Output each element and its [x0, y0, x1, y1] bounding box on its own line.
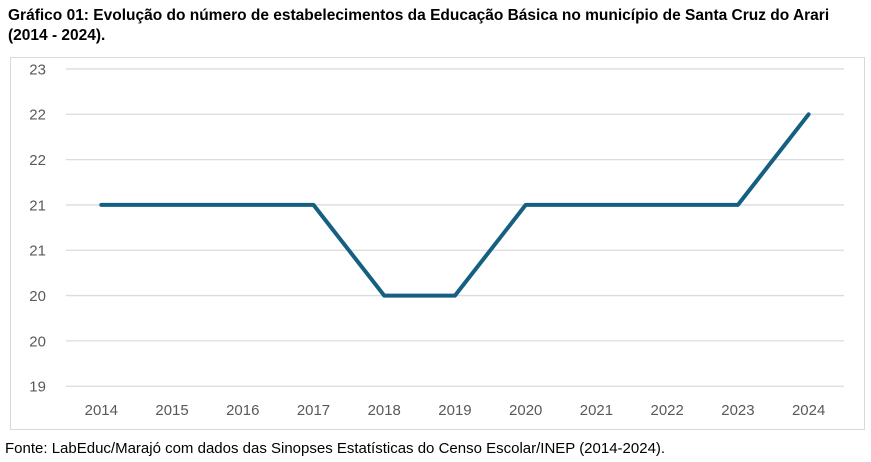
chart-title: Gráfico 01: Evolução do número de estabe…: [8, 7, 830, 45]
x-tick-label: 2023: [721, 402, 754, 419]
y-tick-label: 20: [29, 333, 46, 350]
y-tick-label: 22: [29, 152, 46, 169]
chart-frame: 23 22 22 21 21 20 20 19 2014 2015 2016 2017 2018 2019…: [10, 57, 865, 430]
source-note: Fonte: LabEduc/Marajó com dados das Sino…: [5, 440, 666, 457]
x-tick-label: 2016: [226, 402, 259, 419]
x-tick-label: 2017: [297, 402, 330, 419]
x-tick-label: 2018: [368, 402, 401, 419]
x-tick-label: 2014: [85, 402, 118, 419]
y-tick-label: 21: [29, 243, 46, 260]
data-series-line: [99, 112, 811, 298]
x-tick-label: 2019: [438, 402, 471, 419]
x-tick-label: 2020: [509, 402, 542, 419]
x-tick-label: 2022: [651, 402, 684, 419]
x-tick-label: 2015: [155, 402, 188, 419]
y-tick-label: 22: [29, 107, 46, 124]
y-tick-label: 20: [29, 288, 46, 305]
y-tick-label: 21: [29, 197, 46, 214]
x-tick-label: 2021: [580, 402, 613, 419]
y-tick-label: 19: [29, 379, 46, 396]
x-tick-label: 2024: [792, 402, 825, 419]
y-tick-label: 23: [29, 61, 46, 78]
